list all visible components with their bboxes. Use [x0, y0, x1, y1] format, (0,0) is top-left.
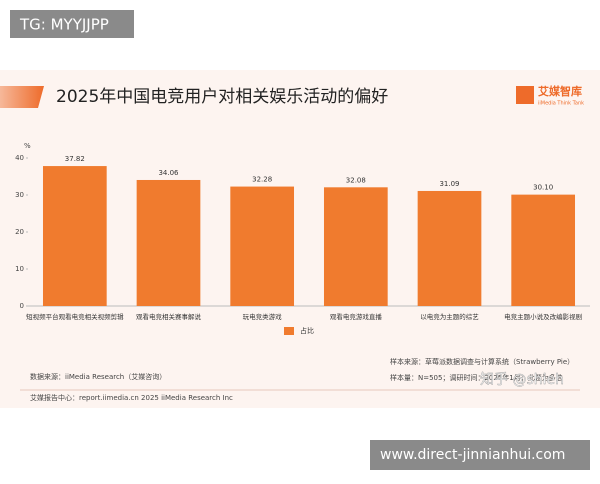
y-tick-label: 40 [15, 154, 24, 162]
tag-box [10, 10, 134, 38]
bar [230, 186, 295, 306]
sample-source: 样本来源：草莓派数据调查与计算系统（Strawberry Pie） [390, 357, 574, 366]
x-tick-label: 观看电竞游戏直播 [330, 312, 383, 321]
value-label: 30.10 [533, 184, 553, 192]
tag: TG: MYYJJPP [19, 16, 109, 34]
sample-size: 样本量：N=505；调研时间：2025年1月；此题为多选 [390, 373, 563, 382]
x-tick-label: 短视频平台观看电竞相关视频剪辑 [26, 312, 124, 321]
y-tick-label: 0 [20, 302, 24, 310]
site-box [370, 440, 590, 470]
x-tick-label: 观看电竞相关赛事解说 [136, 312, 202, 321]
value-label: 34.06 [158, 169, 179, 177]
logo-subtitle: iiMedia Think Tank [538, 101, 584, 107]
x-tick-label: 电竞主题小说及改编影视剧 [504, 312, 582, 321]
y-tick-label: 20 [15, 228, 24, 236]
legend-label: 占比 [300, 326, 314, 335]
y-axis-label: % [24, 142, 31, 150]
x-tick-label: 以电竞为主题的综艺 [420, 312, 479, 321]
bar [136, 179, 201, 306]
x-tick-label: 玩电竞类游戏 [243, 312, 283, 321]
logo-icon [516, 86, 534, 104]
bar [42, 166, 107, 306]
site: www.direct-jinnianhui.com [380, 447, 565, 463]
logo: 艾媒智库 [538, 84, 582, 98]
value-label: 32.28 [252, 176, 272, 184]
source: 数据来源：iiMedia Research（艾媒咨询） [30, 372, 166, 381]
value-label: 32.08 [346, 176, 366, 184]
y-tick-label: 10 [15, 265, 24, 273]
chart-title: 2025年中国电竞用户对相关娱乐活动的偏好 [56, 87, 388, 107]
footer: 艾媒报告中心：report.iimedia.cn 2025 iiMedia Re… [30, 393, 233, 402]
value-label: 31.09 [439, 180, 459, 188]
watermark: 知乎 @shieh [480, 371, 564, 388]
bar [323, 187, 388, 306]
bar [511, 194, 576, 306]
y-tick-label: 30 [15, 191, 24, 199]
title-stripe [0, 86, 44, 108]
bar [417, 190, 482, 306]
value-label: 37.82 [65, 155, 85, 163]
legend-swatch [284, 327, 294, 335]
